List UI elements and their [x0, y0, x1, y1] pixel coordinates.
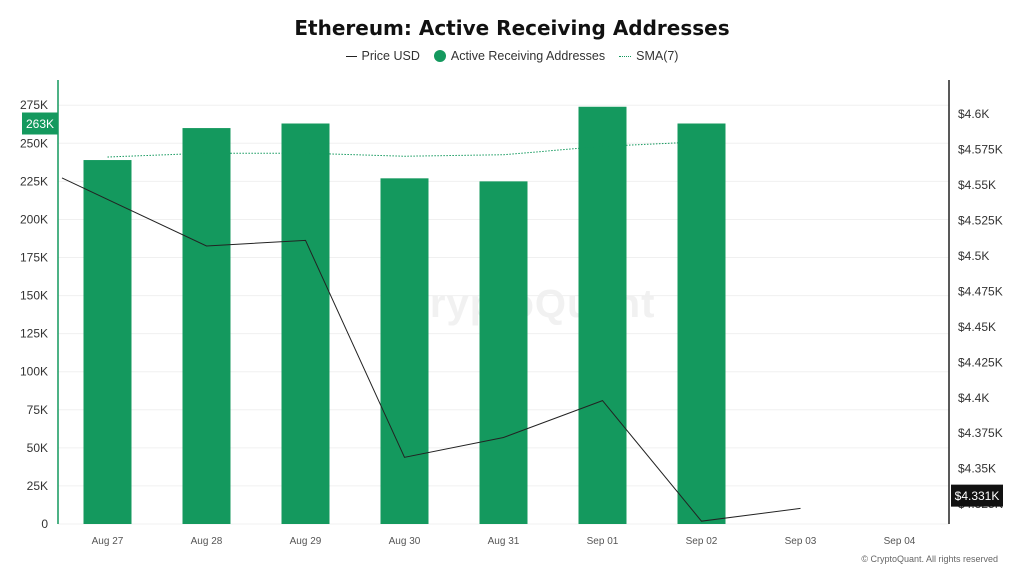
y-left-tick-label: 125K [20, 327, 48, 341]
current-addresses-label: 263K [26, 117, 54, 131]
legend-item-sma[interactable]: SMA(7) [619, 49, 678, 63]
y-left-tick-label: 0 [41, 517, 48, 531]
y-right-tick-label: $4.35K [958, 462, 996, 476]
y-left-tick-label: 225K [20, 174, 48, 188]
current-addresses-badge [22, 112, 58, 135]
price-series-line [61, 177, 801, 522]
legend-item-addresses[interactable]: Active Receiving Addresses [433, 49, 606, 63]
y-left-tick-label: 275K [20, 98, 48, 112]
bar [281, 123, 330, 524]
x-tick-label: Sep 03 [785, 536, 817, 547]
bar [578, 106, 627, 524]
chart-title: Ethereum: Active Receiving Addresses [294, 16, 730, 40]
y-right-tick-label: $4.525K [958, 213, 1003, 227]
y-right-tick-label: $4.6K [958, 107, 989, 121]
y-right-tick-label: $4.425K [958, 355, 1003, 369]
bar [182, 128, 231, 524]
copyright: © CryptoQuant. All rights reserved [861, 554, 998, 564]
y-left-tick-label: 75K [27, 403, 48, 417]
current-price-label: $4.331K [955, 489, 1000, 503]
bar [479, 181, 528, 525]
dot-swatch-icon [433, 50, 446, 62]
dotted-line-swatch-icon [619, 55, 632, 57]
y-right-tick-label: $4.375K [958, 426, 1003, 440]
y-right-tick-label: $4.475K [958, 284, 1003, 298]
x-tick-labels: Aug 27 Aug 28 Aug 29 Aug 30 Aug 31 Sep 01 Sep … [92, 536, 916, 547]
current-price-badge [951, 484, 1003, 507]
y-right-tick-label: $4.55K [958, 178, 996, 192]
y-left-tick-labels: 0 25K 50K 75K 100K 125K 150K 175K 200K 225K 250K 27… [20, 98, 48, 531]
x-tick-label: Aug 29 [290, 536, 322, 547]
line-swatch-icon [345, 55, 357, 57]
x-tick-label: Aug 28 [191, 536, 223, 547]
bar [380, 178, 429, 524]
legend-label-price: Price USD [361, 49, 420, 63]
bars [83, 106, 726, 525]
y-left-tick-label: 175K [20, 251, 48, 265]
x-tick-label: Sep 01 [587, 536, 619, 547]
y-left-tick-label: 250K [20, 136, 48, 150]
price-line [61, 177, 801, 522]
axes [57, 80, 950, 524]
legend: Price USD Active Receiving Addresses SMA… [0, 49, 1024, 63]
y-right-tick-label: $4.575K [958, 143, 1003, 157]
bar [677, 123, 726, 524]
current-value-markers: 263K $4.331K [22, 112, 1003, 507]
y-right-tick-label: $4.4K [958, 391, 989, 405]
sma-line [107, 141, 702, 158]
y-right-tick-labels: $4.325K$4.35K$4.375K$4.4K$4.425K$4.45K$4… [958, 107, 1003, 511]
y-left-tick-label: 25K [27, 479, 48, 493]
y-left-tick-label: 200K [20, 212, 48, 226]
y-right-tick-label: $4.5K [958, 249, 989, 263]
x-tick-label: Sep 04 [884, 536, 916, 547]
y-left-tick-label: 150K [20, 289, 48, 303]
y-right-tick-label: $4.45K [958, 320, 996, 334]
bar [83, 160, 132, 524]
legend-item-price[interactable]: Price USD [345, 49, 420, 63]
legend-label-sma: SMA(7) [636, 49, 679, 63]
x-tick-label: Aug 27 [92, 536, 124, 547]
legend-label-addresses: Active Receiving Addresses [450, 49, 606, 63]
y-left-tick-label: 100K [20, 365, 48, 379]
y-left-tick-label: 50K [27, 441, 48, 455]
x-tick-label: Sep 02 [686, 536, 718, 547]
x-tick-label: Aug 31 [488, 536, 520, 547]
x-tick-label: Aug 30 [389, 536, 421, 547]
